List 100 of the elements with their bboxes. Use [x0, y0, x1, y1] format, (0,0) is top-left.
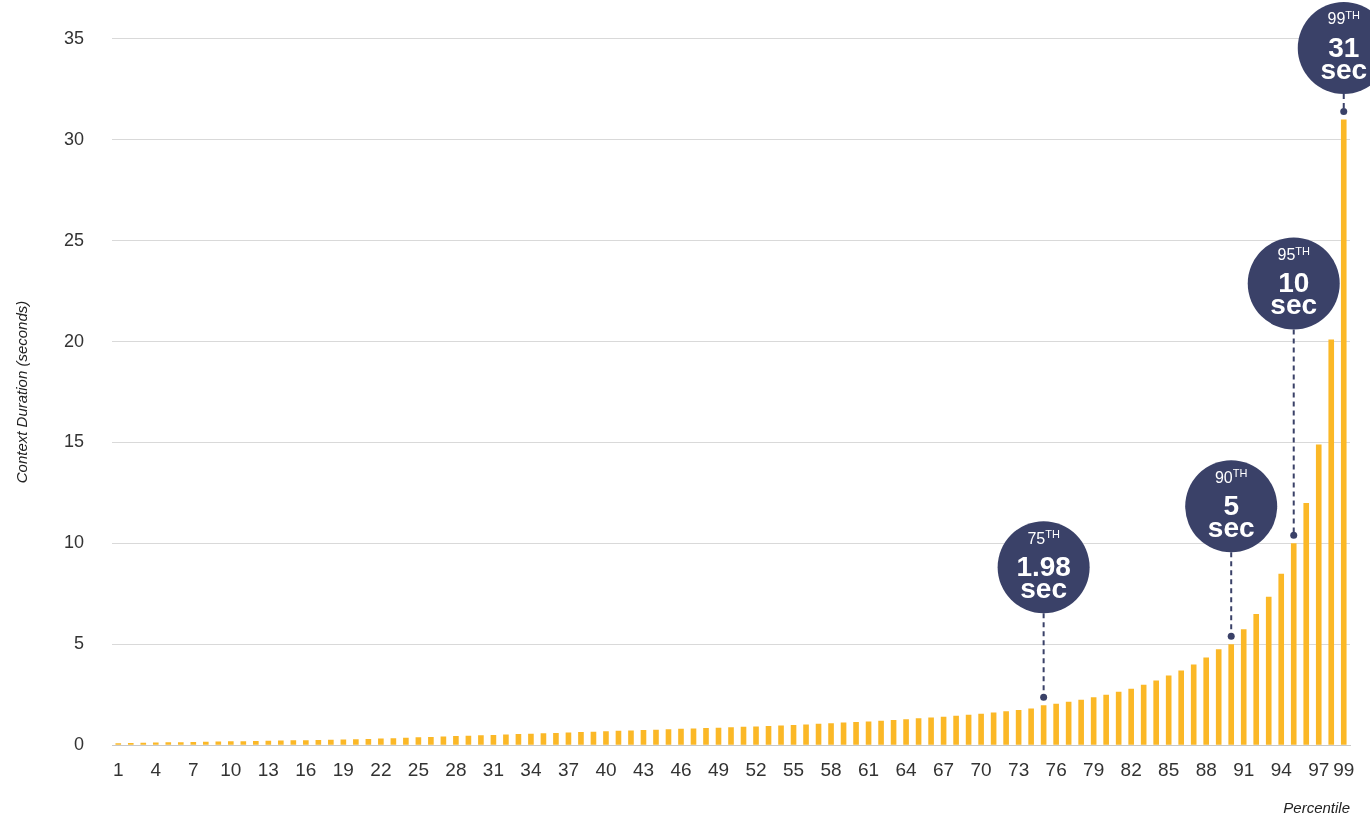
x-tick-label: 91 [1233, 758, 1255, 780]
y-tick-label: 25 [63, 229, 85, 250]
bar [265, 740, 272, 745]
bar [152, 742, 159, 745]
bar [878, 720, 884, 745]
bar [228, 741, 234, 745]
x-tick-label: 37 [557, 758, 580, 780]
bar [653, 729, 659, 745]
bar [390, 738, 397, 745]
y-tick-label: 10 [63, 532, 85, 553]
x-tick-label: 46 [670, 758, 692, 780]
bar [928, 717, 934, 745]
bar [865, 721, 872, 745]
x-tick-label: 40 [595, 758, 617, 780]
bar [1253, 614, 1260, 745]
x-tick-label: 64 [895, 758, 918, 780]
bar [765, 726, 772, 745]
bar [1328, 339, 1335, 745]
bar [528, 733, 534, 745]
bar [1153, 680, 1159, 745]
y-tick-label: 20 [63, 330, 85, 351]
bar [603, 731, 609, 745]
bar [453, 736, 459, 745]
x-tick-label: 13 [257, 758, 279, 780]
x-tick-label: 85 [1158, 758, 1180, 780]
bar [1178, 670, 1184, 745]
x-tick-label: 58 [820, 758, 842, 780]
bar [1078, 699, 1084, 745]
bar [1053, 703, 1059, 745]
bar [328, 739, 334, 745]
x-tick-label: 52 [745, 758, 767, 780]
bar [515, 734, 522, 745]
bar [703, 728, 709, 745]
x-tick-label: 67 [933, 758, 955, 780]
bar [1203, 657, 1210, 745]
bar [615, 730, 622, 745]
bar [1128, 688, 1134, 745]
bar [828, 723, 834, 745]
bar [978, 713, 984, 745]
y-tick-label: 30 [63, 128, 85, 149]
bar [665, 729, 672, 745]
bar [240, 741, 247, 745]
y-axis-title: Context Duration (seconds) [13, 300, 31, 484]
bar [202, 741, 209, 745]
bar [490, 734, 497, 745]
y-tick-label: 35 [63, 27, 85, 48]
bar [903, 719, 909, 745]
bar [303, 740, 309, 745]
bar [853, 721, 859, 745]
x-tick-label: 61 [857, 758, 880, 780]
bar [378, 738, 384, 745]
bar [1103, 694, 1109, 745]
bar [678, 728, 684, 745]
bar [640, 730, 647, 745]
y-tick-label: 0 [74, 734, 85, 755]
bar [778, 725, 784, 745]
x-tick-label: 94 [1270, 758, 1293, 780]
x-tick-label: 16 [295, 758, 317, 780]
bar [1290, 543, 1297, 745]
x-tick-label: 79 [1083, 758, 1105, 780]
x-tick-label: 28 [445, 758, 467, 780]
bar [915, 718, 922, 745]
bar [1215, 649, 1222, 745]
bar [1003, 711, 1009, 745]
x-tick-label: 1 [112, 758, 124, 780]
bar [190, 741, 197, 745]
x-tick-label: 25 [407, 758, 429, 780]
x-tick-label: 70 [970, 758, 992, 780]
bar [215, 741, 222, 745]
bar [1278, 573, 1285, 745]
bar [290, 740, 297, 745]
bar [478, 735, 484, 745]
bar [578, 732, 584, 745]
bar [728, 727, 734, 745]
y-tick-label: 15 [63, 431, 85, 452]
bar [1228, 644, 1235, 745]
bar [253, 740, 259, 745]
y-tick-label: 5 [74, 633, 85, 654]
bar [1315, 444, 1322, 745]
bar [890, 719, 897, 745]
bar [690, 728, 697, 745]
bar [403, 737, 409, 745]
x-tick-label: 49 [707, 758, 730, 780]
bar [165, 742, 172, 745]
bar [803, 724, 809, 745]
bar [1040, 705, 1047, 745]
x-tick-label: 10 [220, 758, 242, 780]
x-tick-label: 31 [482, 758, 504, 780]
bar [953, 715, 959, 745]
x-axis-title: Percentile [1283, 799, 1350, 817]
bar [353, 739, 359, 745]
x-tick-label: 19 [332, 758, 354, 780]
x-tick-label: 43 [632, 758, 655, 780]
bar [1340, 119, 1347, 745]
x-tick-label: 7 [188, 758, 199, 780]
x-tick-label: 88 [1195, 758, 1217, 780]
bar [628, 730, 634, 745]
bar [177, 742, 184, 745]
bar [1190, 664, 1197, 745]
bar [553, 732, 559, 745]
